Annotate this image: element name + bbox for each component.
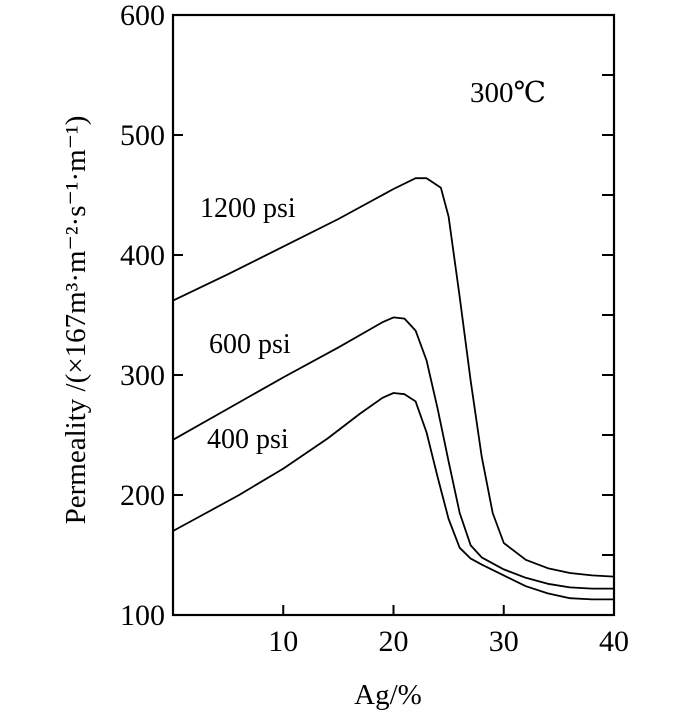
x-tick-label-20: 20 [379, 625, 409, 658]
temperature-annotation: 300℃ [470, 77, 546, 109]
series-line-400-psi [172, 392, 615, 601]
series-lines [172, 177, 615, 601]
series-line-1200-psi [172, 177, 615, 578]
y-tick-label-600: 600 [120, 0, 165, 32]
series-label-400-psi: 400 psi [207, 424, 289, 455]
x-tick-label-30: 30 [489, 625, 519, 658]
y-tick-label-100: 100 [120, 599, 165, 632]
y-tick-label-400: 400 [120, 239, 165, 272]
tick-marks [173, 14, 615, 616]
series-label-1200-psi: 1200 psi [200, 193, 296, 224]
series-line-600-psi [172, 316, 615, 590]
x-tick-label-10: 10 [268, 625, 298, 658]
tick-labels: 10 20 30 40 100 200 300 400 500 600 [120, 0, 629, 658]
x-tick-label-40: 40 [599, 625, 629, 658]
series-label-600-psi: 600 psi [209, 329, 291, 360]
plot-border [171, 13, 616, 617]
plot-frame [171, 13, 616, 617]
y-axis-label: Permeality /(×167m³·m⁻²·s⁻¹·m⁻¹) [60, 116, 92, 525]
y-tick-label-200: 200 [120, 479, 165, 512]
y-tick-label-300: 300 [120, 359, 165, 392]
y-tick-label-500: 500 [120, 119, 165, 152]
x-axis-label: Ag/% [354, 679, 422, 711]
